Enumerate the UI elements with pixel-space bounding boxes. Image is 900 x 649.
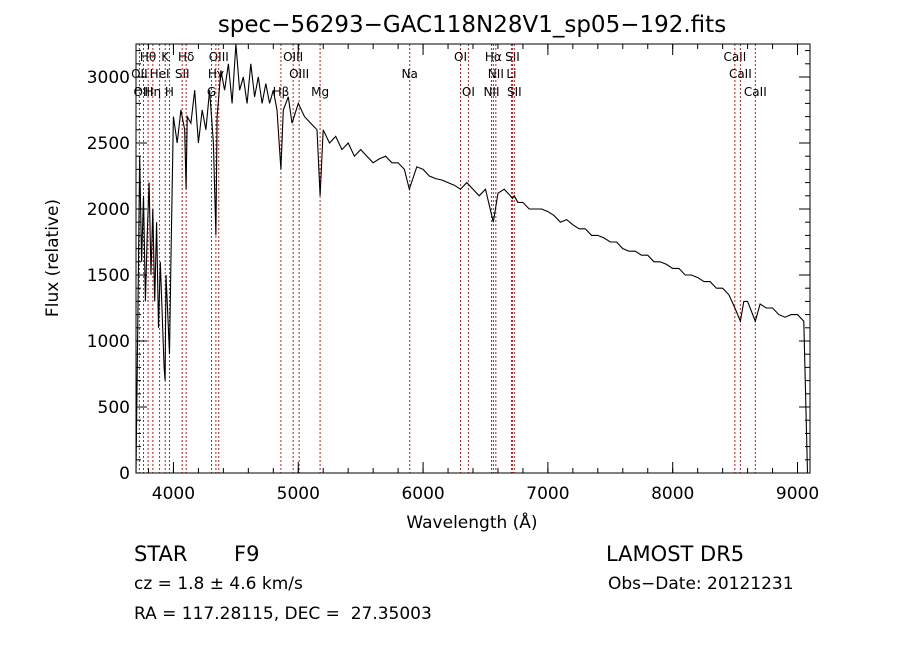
plot-frame bbox=[135, 43, 811, 474]
y-tick-label-4: 2000 bbox=[87, 200, 130, 220]
spectrum-series-0 bbox=[135, 43, 809, 474]
line-label-3: OIII bbox=[209, 50, 229, 64]
series-layer bbox=[135, 43, 809, 474]
line-label-15: NII bbox=[488, 67, 504, 81]
line-label-0: Hθ bbox=[140, 50, 156, 64]
y-tick-label-2: 1000 bbox=[87, 332, 130, 352]
survey-name: LAMOST DR5 bbox=[606, 542, 745, 566]
line-label-23: Mg bbox=[311, 85, 329, 99]
line-label-6: Hα bbox=[485, 50, 502, 64]
line-label-20: H bbox=[165, 85, 174, 99]
y-axis-label: Flux (relative) bbox=[43, 199, 63, 317]
chart-title: spec−56293−GAC118N28V1_sp05−192.fits bbox=[218, 12, 726, 38]
y-tick-label-0: 0 bbox=[119, 464, 130, 484]
line-label-2: Hδ bbox=[178, 50, 194, 64]
x-tick-label-5: 9000 bbox=[776, 484, 819, 504]
line-label-25: NII bbox=[483, 85, 499, 99]
y-tick-label-5: 2500 bbox=[87, 134, 130, 154]
line-label-13: OIII bbox=[289, 67, 309, 81]
line-label-9: OII bbox=[131, 67, 148, 81]
y-tick-label-1: 500 bbox=[98, 398, 130, 418]
y-tick-label-3: 1500 bbox=[87, 266, 130, 286]
observation-date: Obs−Date: 20121231 bbox=[608, 574, 794, 594]
line-label-21: G bbox=[207, 85, 216, 99]
x-tick-label-4: 8000 bbox=[651, 484, 694, 504]
line-label-24: OI bbox=[462, 85, 475, 99]
line-label-26: SII bbox=[507, 85, 522, 99]
line-label-17: CaII bbox=[729, 67, 752, 81]
object-subclass: F9 bbox=[234, 542, 260, 566]
line-label-4: OIII bbox=[283, 50, 303, 64]
x-axis-label: Wavelength (Å) bbox=[406, 511, 537, 533]
line-label-7: SII bbox=[505, 50, 520, 64]
x-tick-label-2: 6000 bbox=[401, 484, 444, 504]
line-label-11: SII bbox=[175, 67, 190, 81]
x-tick-label-3: 7000 bbox=[526, 484, 569, 504]
line-label-18: OIII bbox=[133, 85, 153, 99]
line-label-5: OI bbox=[454, 50, 467, 64]
x-tick-label-0: 4000 bbox=[152, 484, 195, 504]
line-label-19: Hη bbox=[145, 85, 162, 99]
object-class: STAR bbox=[134, 542, 188, 566]
line-label-1: K bbox=[161, 50, 170, 64]
line-label-16: Li bbox=[506, 67, 516, 81]
x-tick-label-1: 5000 bbox=[277, 484, 320, 504]
line-label-14: Na bbox=[402, 67, 418, 81]
line-label-8: CaII bbox=[723, 50, 746, 64]
line-label-10: HeI bbox=[150, 67, 170, 81]
redshift-cz: cz = 1.8 ± 4.6 km/s bbox=[134, 574, 303, 594]
line-label-27: CaII bbox=[744, 85, 767, 99]
line-label-22: Hβ bbox=[273, 85, 290, 99]
y-tick-label-6: 3000 bbox=[87, 68, 130, 88]
axes-layer: 4000 5000 6000 7000 8000 9000 0 500 1000 1500 2000… bbox=[87, 43, 819, 504]
coordinates: RA = 117.28115, DEC = 27.35003 bbox=[134, 604, 432, 624]
